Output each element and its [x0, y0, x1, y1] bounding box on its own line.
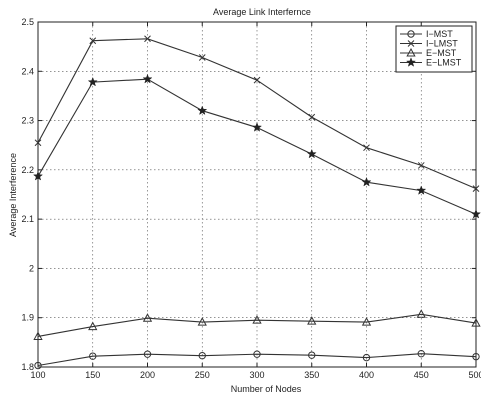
x-tick-label: 450: [414, 370, 429, 380]
data-point: [361, 317, 372, 326]
series-group: [32, 35, 481, 370]
data-point: [33, 331, 43, 340]
data-point: [88, 321, 98, 331]
data-point: [32, 170, 44, 181]
data-point: [251, 122, 263, 132]
y-axis-label: Average Interference: [8, 153, 18, 237]
data-point: [416, 185, 427, 195]
x-tick-label: 200: [140, 370, 155, 380]
data-point: [198, 351, 206, 360]
data-point: [34, 361, 42, 370]
data-point: [308, 351, 316, 359]
data-point: [363, 144, 370, 152]
data-point: [307, 316, 317, 325]
data-point: [142, 313, 153, 322]
axis-ticks: 100 150 200 250 300 350 400 450 500 1.8 1.9 2 2.1 2.2…: [21, 17, 481, 380]
x-tick-label: 250: [195, 370, 210, 380]
series-1: [34, 35, 480, 192]
y-tick-label: 1.8: [21, 362, 34, 372]
data-point: [472, 352, 480, 361]
series-line: [37, 353, 477, 367]
data-point: [471, 318, 481, 327]
series-0: [34, 349, 480, 370]
data-point: [417, 349, 425, 358]
data-point: [143, 350, 152, 358]
legend-label: I−MST: [426, 29, 453, 39]
data-point: [87, 76, 98, 87]
data-point: [144, 35, 151, 43]
y-tick-label: 2.5: [21, 17, 34, 27]
legend-item: E−LMST: [400, 57, 462, 68]
x-tick-label: 100: [30, 370, 45, 380]
x-tick-label: 500: [468, 370, 481, 380]
x-tick-label: 150: [85, 370, 100, 380]
y-tick-label: 2.2: [21, 165, 34, 175]
legend-label: I−LMST: [426, 39, 458, 49]
data-point: [142, 73, 153, 84]
data-point: [308, 113, 316, 121]
x-tick-label: 400: [359, 370, 374, 380]
data-point: [470, 208, 481, 219]
legend-item: I−MST: [400, 29, 453, 39]
data-point: [306, 148, 317, 159]
data-point: [472, 185, 480, 192]
y-tick-label: 2.4: [21, 66, 34, 76]
chart-title: Average Link Interfernce: [213, 7, 311, 17]
data-point: [197, 317, 207, 326]
data-point: [253, 350, 261, 358]
data-point: [252, 315, 262, 324]
series-3: [32, 73, 481, 219]
series-line: [37, 313, 477, 337]
data-point: [417, 162, 425, 169]
x-tick-label: 300: [249, 370, 264, 380]
legend-marker: [407, 30, 415, 38]
legend-marker: [405, 57, 417, 67]
data-point: [198, 54, 206, 61]
data-point: [34, 139, 42, 147]
legend-marker: [407, 40, 415, 47]
data-point: [89, 352, 97, 360]
legend-label: E−MST: [426, 48, 457, 58]
legend-label: E−LMST: [426, 58, 462, 68]
y-tick-label: 1.9: [21, 313, 34, 323]
legend-item: I−LMST: [400, 39, 458, 49]
data-point: [253, 76, 261, 84]
x-axis-label: Number of Nodes: [231, 384, 302, 394]
y-tick-label: 2.1: [21, 214, 34, 224]
data-point: [416, 309, 426, 318]
x-tick-label: 350: [304, 370, 319, 380]
y-tick-label: 2: [29, 263, 34, 273]
legend-marker: [406, 47, 416, 57]
data-point: [89, 37, 97, 45]
legend-item: E−MST: [400, 47, 457, 58]
data-point: [197, 105, 208, 116]
y-tick-label: 2.3: [21, 116, 34, 126]
series-2: [33, 309, 481, 340]
data-point: [362, 353, 371, 362]
data-point: [361, 176, 372, 187]
